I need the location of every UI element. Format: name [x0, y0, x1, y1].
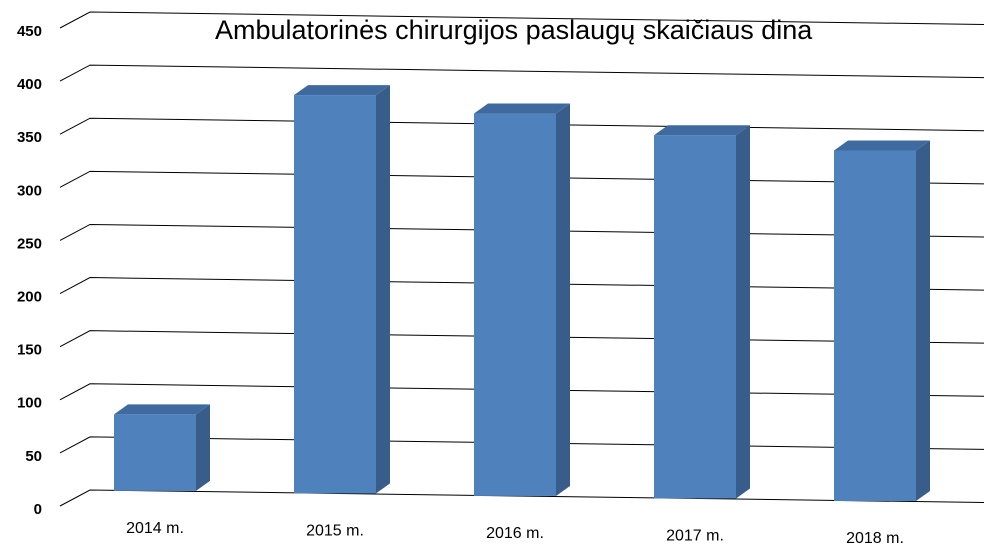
y-tick-label: 150	[17, 342, 42, 359]
chart-title: Ambulatorinės chirurgijos paslaugų skaič…	[215, 15, 813, 45]
bar-top	[294, 85, 390, 96]
x-tick-label: 2015 m.	[306, 523, 364, 540]
bar-side	[196, 404, 210, 491]
bar-side	[376, 85, 390, 494]
bar-top	[834, 140, 930, 151]
bar-side	[916, 140, 930, 501]
y-tick-label: 250	[17, 235, 42, 252]
bar	[114, 404, 210, 491]
bar-front	[294, 95, 376, 494]
y-tick-label: 50	[25, 448, 42, 465]
bar	[834, 140, 930, 501]
x-tick-label: 2017 m.	[666, 528, 724, 545]
bar-front	[654, 135, 736, 499]
bar-side	[556, 103, 570, 496]
grid-line	[59, 64, 984, 82]
bar-top	[114, 404, 210, 415]
grid-line	[59, 11, 984, 29]
bar-front	[474, 113, 556, 496]
y-tick-label: 100	[17, 395, 42, 412]
y-tick-label: 400	[17, 76, 42, 93]
bar	[654, 125, 750, 499]
bar-front	[834, 150, 916, 501]
bar-side	[736, 125, 750, 499]
y-tick-label: 0	[34, 501, 42, 518]
x-tick-label: 2016 m.	[486, 525, 544, 542]
y-tick-label: 450	[17, 23, 42, 40]
y-tick-label: 300	[17, 182, 42, 199]
y-tick-label: 200	[17, 289, 42, 306]
bar-top	[654, 125, 750, 136]
x-tick-label: 2014 m.	[126, 520, 184, 537]
bar	[294, 85, 390, 494]
bar-top	[474, 103, 570, 114]
y-tick-label: 350	[17, 129, 42, 146]
bar-front	[114, 414, 196, 491]
bar	[474, 103, 570, 496]
x-tick-label: 2018 m.	[846, 530, 904, 547]
